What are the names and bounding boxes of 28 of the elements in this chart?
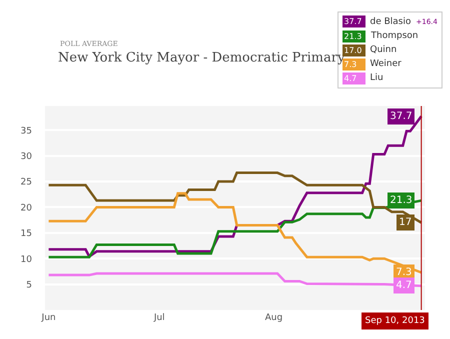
y-tick-label: 10 — [20, 254, 32, 265]
text: 4.7 — [344, 74, 357, 83]
legend-label: Weiner — [370, 59, 402, 69]
y-tick-label: 35 — [20, 126, 32, 136]
legend-label: de Blasio — [370, 17, 412, 27]
x-tick-label: Jul — [152, 313, 165, 323]
data-label: 4.7 — [396, 280, 412, 291]
legend-label: Quinn — [370, 45, 397, 55]
data-label: 7.3 — [396, 267, 412, 278]
line-series — [47, 192, 423, 274]
data-label: 17 — [399, 217, 412, 228]
y-tick-label: 20 — [20, 203, 32, 214]
ref-line-label: Sep 10, 2013 — [365, 316, 425, 326]
y-tick-label: 5 — [26, 280, 32, 290]
text: 17.0 — [344, 46, 362, 55]
legend-label: Liu — [370, 73, 384, 83]
text: 7.3 — [344, 60, 357, 69]
x-tick-label: Jun — [40, 313, 56, 323]
legend-label: Thompson — [370, 31, 418, 41]
data-label: 21.3 — [390, 195, 412, 206]
text: 21.3 — [344, 32, 362, 41]
chart-title: New York City Mayor - Democratic Primary — [58, 50, 346, 66]
data-label: 37.7 — [390, 111, 412, 122]
y-tick-label: 30 — [20, 152, 32, 162]
text: 37.7 — [344, 17, 362, 26]
y-tick-label: 15 — [20, 229, 32, 240]
x-tick-label: Aug — [264, 313, 283, 323]
y-tick-label: 25 — [20, 178, 32, 188]
